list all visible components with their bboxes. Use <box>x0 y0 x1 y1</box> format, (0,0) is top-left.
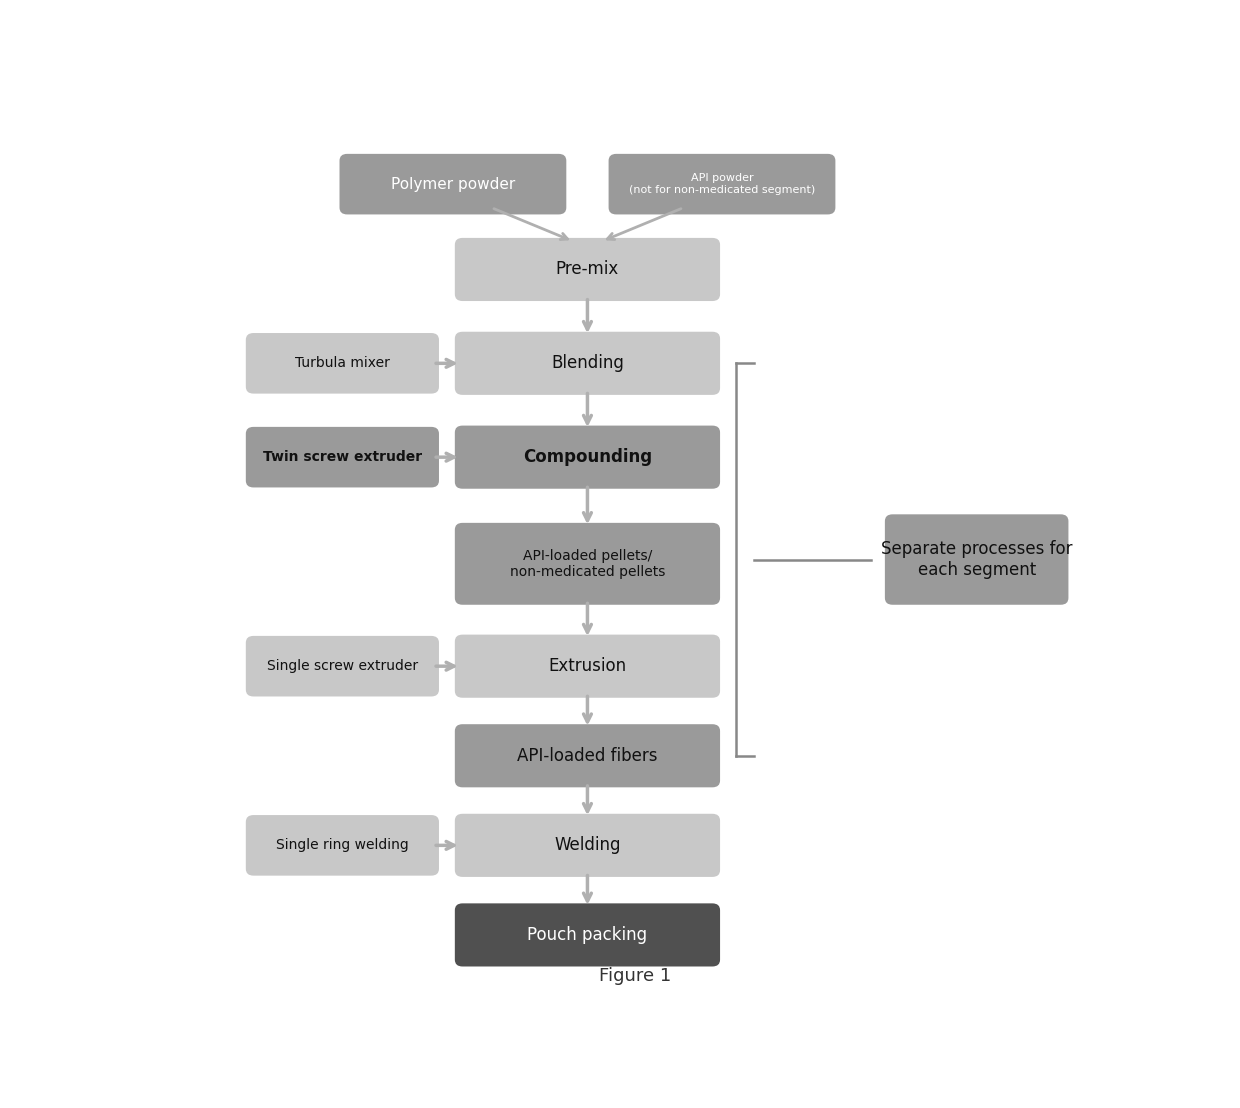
FancyBboxPatch shape <box>246 427 439 488</box>
FancyBboxPatch shape <box>885 514 1069 605</box>
Text: Polymer powder: Polymer powder <box>391 176 515 192</box>
Text: API-loaded pellets/
non-medicated pellets: API-loaded pellets/ non-medicated pellet… <box>510 548 665 578</box>
FancyBboxPatch shape <box>455 725 720 788</box>
FancyBboxPatch shape <box>455 331 720 394</box>
Text: Welding: Welding <box>554 837 621 854</box>
FancyBboxPatch shape <box>455 238 720 301</box>
FancyBboxPatch shape <box>246 815 439 875</box>
Text: API-loaded fibers: API-loaded fibers <box>517 747 657 765</box>
FancyBboxPatch shape <box>455 813 720 876</box>
FancyBboxPatch shape <box>455 635 720 698</box>
FancyBboxPatch shape <box>455 903 720 966</box>
Text: Extrusion: Extrusion <box>548 657 626 675</box>
FancyBboxPatch shape <box>455 523 720 605</box>
Text: Compounding: Compounding <box>523 448 652 466</box>
Text: Pouch packing: Pouch packing <box>527 926 647 944</box>
FancyBboxPatch shape <box>455 425 720 489</box>
Text: Twin screw extruder: Twin screw extruder <box>263 450 422 464</box>
Text: Single screw extruder: Single screw extruder <box>267 659 418 674</box>
FancyBboxPatch shape <box>609 154 836 215</box>
Text: Figure 1: Figure 1 <box>599 967 672 985</box>
Text: Blending: Blending <box>551 355 624 372</box>
FancyBboxPatch shape <box>340 154 567 215</box>
Text: Separate processes for
each segment: Separate processes for each segment <box>880 540 1073 579</box>
FancyBboxPatch shape <box>246 334 439 393</box>
Text: Turbula mixer: Turbula mixer <box>295 357 389 370</box>
Text: API powder
(not for non-medicated segment): API powder (not for non-medicated segmen… <box>629 173 815 195</box>
FancyBboxPatch shape <box>246 636 439 697</box>
Text: Pre-mix: Pre-mix <box>556 260 619 278</box>
Text: Single ring welding: Single ring welding <box>277 839 409 852</box>
